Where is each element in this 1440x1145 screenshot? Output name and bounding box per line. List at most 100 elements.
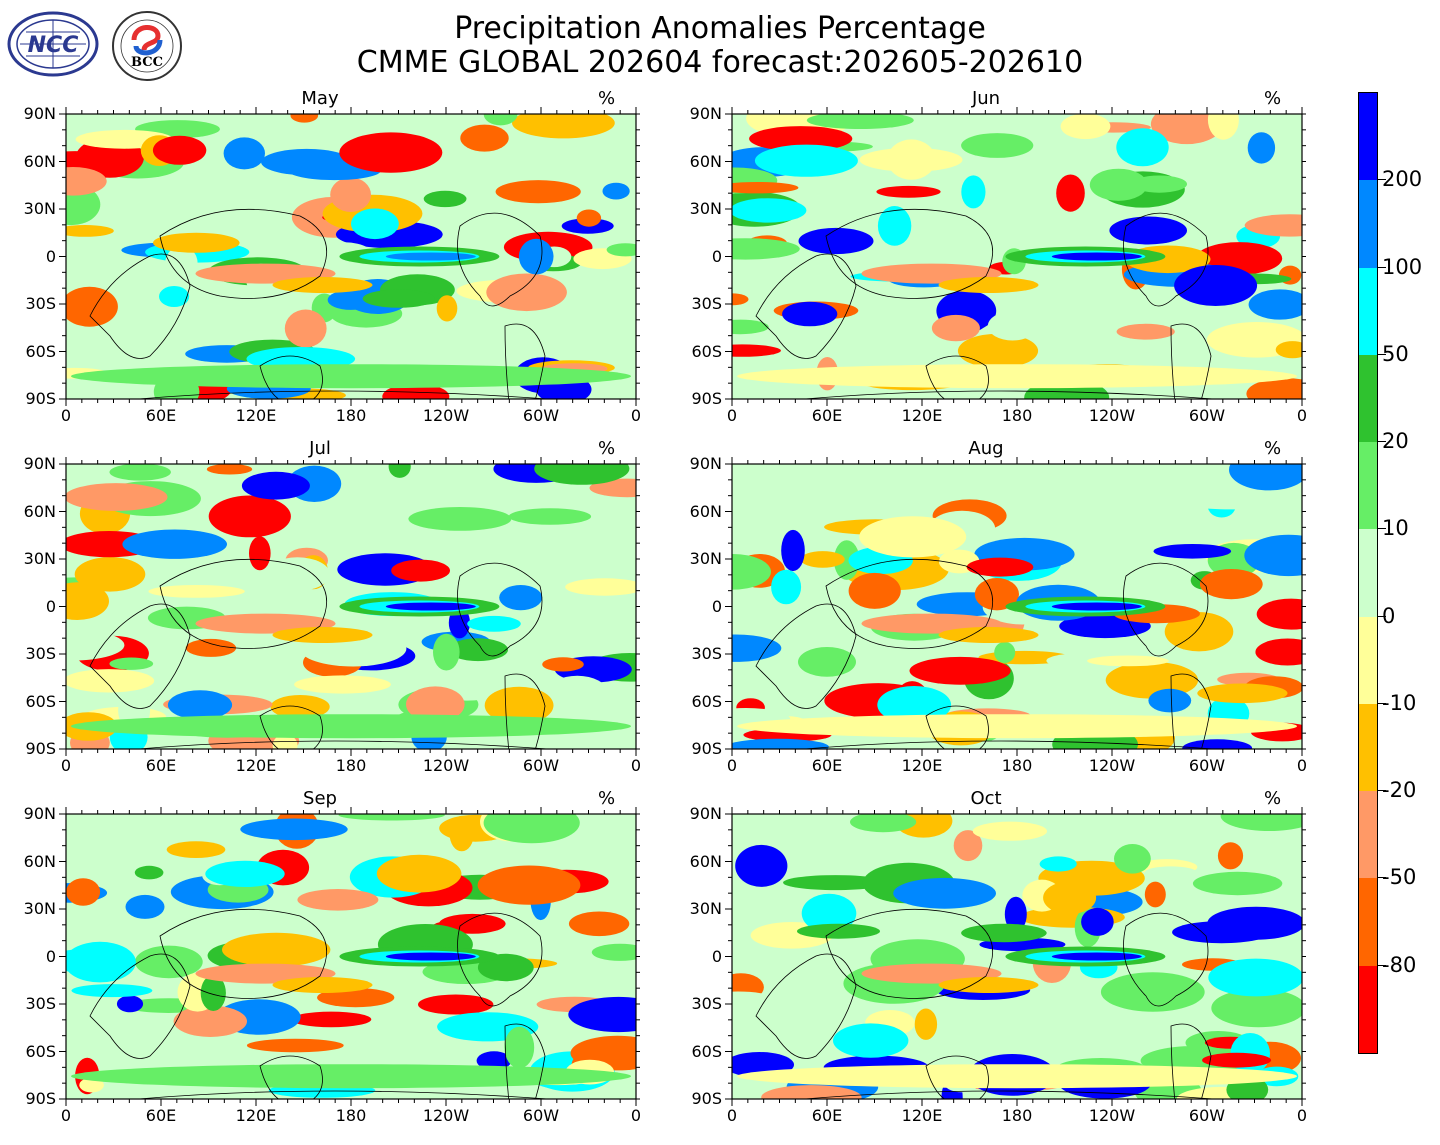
- longitude-tick-label: 120E: [901, 1106, 943, 1125]
- anomaly-contour: [317, 988, 395, 1008]
- longitude-tick-label: 0: [630, 406, 642, 425]
- latitude-tick-label: 90S: [25, 1089, 56, 1108]
- coastline: [159, 908, 328, 999]
- latitude-tick-label: 30N: [689, 899, 722, 918]
- colorbar-tick: [1378, 877, 1386, 879]
- anomaly-contour: [223, 137, 265, 170]
- coastline: [89, 253, 191, 359]
- latitude-tick-label: 30N: [689, 199, 722, 218]
- anomaly-contour: [974, 578, 1019, 611]
- colorbar-label: 50: [1382, 341, 1409, 366]
- anomaly-contour: [781, 529, 805, 572]
- latitude-tick-label: 30N: [23, 899, 56, 918]
- coastline: [89, 953, 191, 1059]
- colorbar-label: -10: [1382, 690, 1417, 715]
- main-subtitle: CMME GLOBAL 202604 forecast:202605-20261…: [356, 45, 1084, 80]
- latitude-tick-label: 30S: [691, 294, 722, 313]
- anomaly-contour: [732, 738, 829, 749]
- colorbar-tick: [1378, 266, 1386, 268]
- anomaly-contour: [771, 569, 802, 605]
- colorbar: [1358, 92, 1378, 1054]
- latitude-tick-label: 60S: [691, 691, 722, 711]
- anomaly-contour: [408, 507, 512, 531]
- anomaly-contour: [504, 1026, 535, 1069]
- colorbar-segment: [1359, 180, 1377, 269]
- coastline: [457, 912, 543, 1007]
- anomaly-contour: [79, 1077, 104, 1093]
- latitude-tick-label: 60S: [25, 341, 56, 361]
- anomaly-contour: [542, 657, 584, 672]
- longitude-tick-label: 60W: [522, 756, 560, 775]
- panel-unit-label: %: [598, 88, 616, 109]
- anomaly-contour: [485, 938, 567, 954]
- anomaly-contour: [798, 647, 856, 677]
- anomaly-contour: [167, 690, 233, 720]
- latitude-tick-label: 60N: [23, 151, 56, 171]
- colorbar-tick: [1378, 353, 1386, 355]
- anomaly-contour: [547, 675, 608, 710]
- latitude-tick-label: 90S: [25, 389, 56, 408]
- anomaly-contour: [173, 1005, 247, 1037]
- latitude-tick-label: 90S: [691, 1089, 722, 1108]
- coastline: [159, 558, 328, 649]
- anomaly-contour: [297, 889, 379, 911]
- anomaly-contour: [833, 540, 860, 580]
- anomaly-contour: [1144, 881, 1166, 908]
- longitude-tick-label: 120W: [422, 1106, 470, 1125]
- anomaly-contour: [591, 943, 636, 961]
- longitude-tick-label: 120W: [1088, 1106, 1136, 1125]
- anomaly-contour: [495, 180, 581, 204]
- anomaly-contour: [1051, 602, 1142, 611]
- coastline: [159, 208, 328, 299]
- latitude-tick-label: 0: [711, 246, 722, 266]
- panel-unit-label: %: [1264, 788, 1282, 809]
- precip-anomaly-map: [59, 807, 640, 1106]
- latitude-tick-label: 30N: [23, 199, 56, 218]
- anomaly-contour: [185, 638, 237, 657]
- anomaly-contour: [1246, 378, 1302, 399]
- anomaly-contour: [848, 572, 901, 609]
- latitude-tick-label: 60S: [25, 1041, 56, 1061]
- coastline: [1170, 323, 1212, 399]
- anomaly-contour: [483, 814, 580, 844]
- anomaly-contour: [1174, 265, 1258, 306]
- anomaly-contour: [165, 246, 198, 281]
- anomaly-contour: [406, 686, 465, 723]
- anomaly-contour: [801, 893, 857, 933]
- colorbar-label: 20: [1382, 429, 1409, 454]
- latitude-tick-label: 60N: [689, 501, 722, 521]
- longitude-tick-label: 60E: [145, 1106, 177, 1125]
- anomaly-contour: [264, 557, 330, 591]
- coastline: [89, 603, 191, 709]
- anomaly-contour: [1199, 569, 1263, 600]
- longitude-tick-label: 60W: [1188, 1106, 1226, 1125]
- anomaly-contour: [1177, 493, 1284, 510]
- map-panel-aug: Aug% 90N 60N 30N 0 30S 60S 90S 0 60E 120E 180 120W 60…: [666, 436, 1307, 775]
- anomaly-contour: [783, 875, 888, 891]
- longitude-tick-label: 180: [335, 406, 367, 425]
- anomaly-contour: [1060, 114, 1111, 140]
- panel-month-title: Aug: [968, 438, 1004, 459]
- latitude-tick-label: 30N: [689, 549, 722, 568]
- latitude-tick-label: 30S: [25, 994, 56, 1013]
- latitude-tick-label: 30S: [691, 644, 722, 663]
- anomaly-contour: [134, 945, 203, 979]
- coastline: [1123, 212, 1209, 307]
- anomaly-contour: [602, 182, 630, 200]
- anomaly-contour: [732, 554, 771, 590]
- latitude-tick-label: 0: [45, 946, 56, 966]
- coastline: [755, 253, 857, 359]
- anomaly-contour: [272, 277, 373, 293]
- latitude-tick-label: 90N: [23, 454, 56, 473]
- anomaly-contour: [1229, 464, 1302, 491]
- colorbar-label: 0: [1382, 603, 1396, 628]
- anomaly-contour: [732, 991, 770, 1003]
- anomaly-contour: [166, 841, 226, 858]
- colorbar-segment: [1359, 703, 1377, 792]
- latitude-tick-label: 30S: [25, 644, 56, 663]
- ncc-logo-text: NCC: [28, 33, 79, 58]
- longitude-tick-label: 120E: [901, 756, 943, 775]
- anomaly-contour: [66, 582, 109, 620]
- anomaly-contour: [436, 295, 458, 322]
- panel-month-title: Jun: [971, 88, 1001, 109]
